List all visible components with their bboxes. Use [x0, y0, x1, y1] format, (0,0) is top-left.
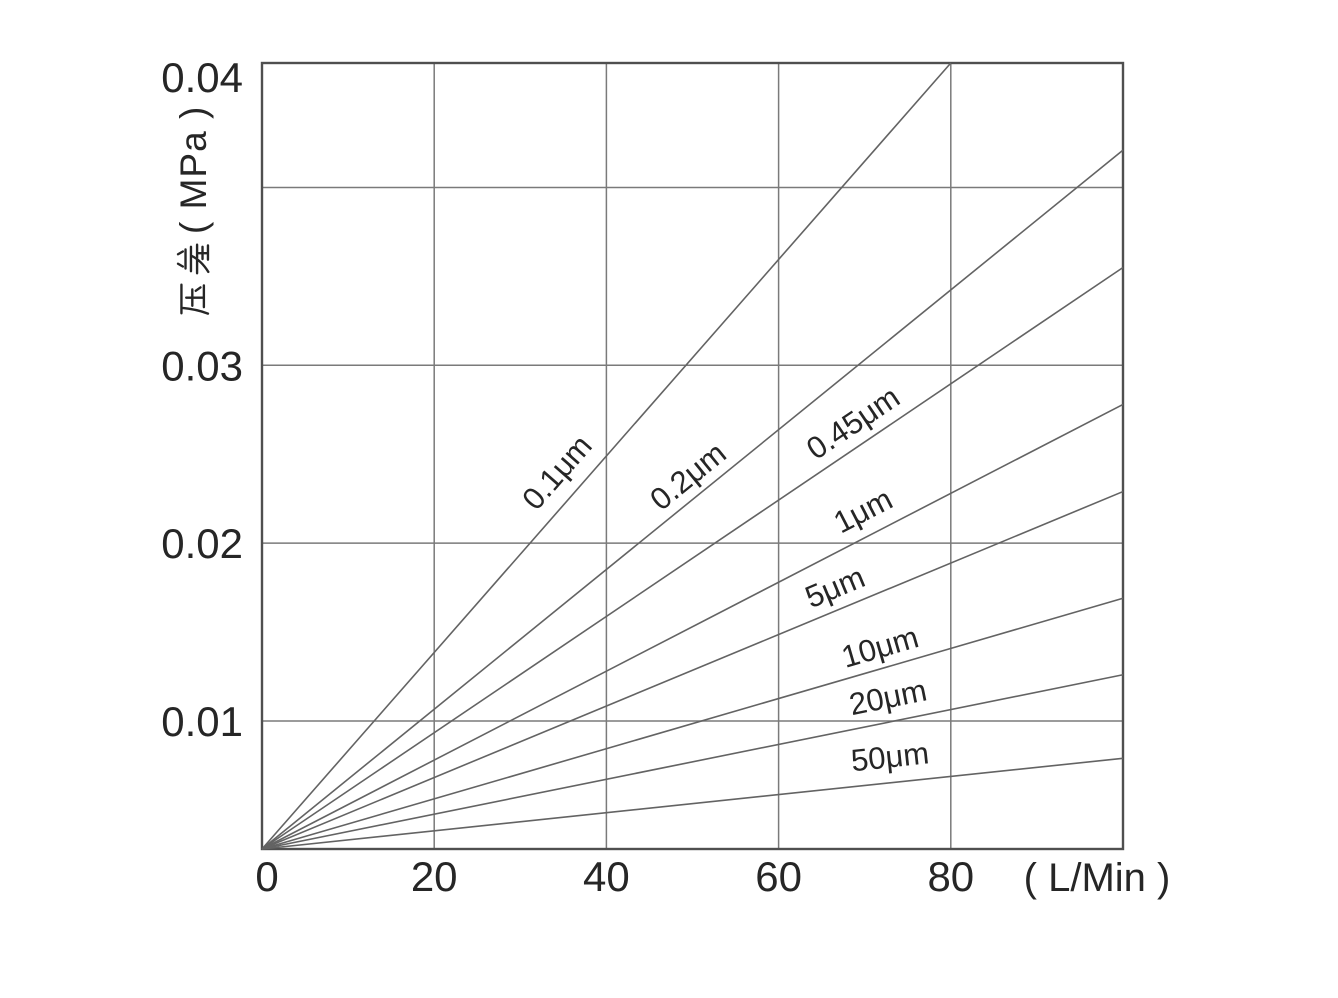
- y-tick-label: 0.04: [161, 54, 243, 101]
- y-tick-label: 0.03: [161, 342, 243, 389]
- series-line-10μm: [261, 597, 1124, 850]
- y-tick-label: 0.01: [161, 698, 243, 745]
- x-tick-label: 0: [255, 853, 278, 900]
- series-label-0.2μm: 0.2μm: [643, 435, 732, 517]
- series-line-0.2μm: [261, 149, 1124, 850]
- y-axis-unit-label: ( MPa ): [173, 106, 214, 234]
- series-line-0.45μm: [261, 266, 1124, 850]
- cjk-glyph-ya-pressure: [180, 283, 210, 315]
- series-label-50μm: 50μm: [849, 735, 930, 778]
- series-line-1μm: [261, 403, 1124, 850]
- series-label-5μm: 5μm: [800, 559, 870, 615]
- cjk-glyph-cha-differential: [176, 243, 210, 275]
- series-label-20μm: 20μm: [846, 672, 930, 722]
- x-tick-label: 60: [755, 853, 802, 900]
- plot-frame: [260, 61, 1125, 851]
- x-tick-label: 20: [411, 853, 458, 900]
- x-tick-label: 40: [583, 853, 630, 900]
- series-label-10μm: 10μm: [838, 619, 923, 674]
- series-label-0.45μm: 0.45μm: [800, 379, 906, 466]
- series-label-1μm: 1μm: [828, 481, 898, 540]
- series-line-0.1μm: [261, 62, 952, 850]
- x-axis-label: ( L/Min ): [1024, 856, 1171, 900]
- x-tick-label: 80: [927, 853, 974, 900]
- y-axis-label: ( MPa ): [173, 106, 214, 315]
- series-line-50μm: [261, 757, 1124, 850]
- series-label-0.1μm: 0.1μm: [515, 428, 598, 516]
- series-line-5μm: [261, 490, 1124, 850]
- y-tick-label: 0.02: [161, 520, 243, 567]
- series-line-20μm: [261, 673, 1124, 850]
